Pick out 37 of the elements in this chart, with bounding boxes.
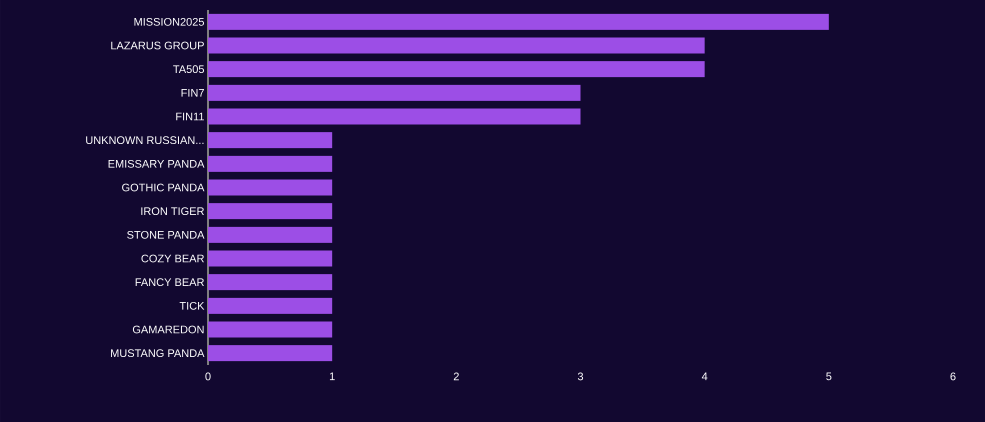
- y-tick-label: GOTHIC PANDA: [122, 184, 204, 192]
- y-tick-label: UNKNOWN RUSSIAN...: [86, 136, 204, 144]
- y-tick-label: FIN7: [182, 89, 204, 97]
- y-tick-label: MISSION2025: [134, 18, 204, 26]
- bar: [208, 250, 332, 266]
- y-tick-label: COZY BEAR: [141, 254, 204, 262]
- y-tick-label: FANCY BEAR: [136, 278, 204, 286]
- y-tick-label: FIN11: [176, 112, 204, 120]
- bar: [208, 226, 332, 243]
- y-tick-label: IRON TIGER: [141, 207, 204, 216]
- x-tick-label: 1: [330, 372, 335, 380]
- bar: [208, 345, 332, 362]
- y-tick-label: GAMAREDON: [132, 326, 204, 334]
- x-tick-label: 0: [205, 372, 211, 380]
- bar: [208, 156, 332, 172]
- bar: [208, 132, 332, 148]
- x-tick-label: 2: [454, 372, 459, 380]
- bar: [208, 38, 705, 54]
- bar: [208, 179, 332, 196]
- x-tick-label: 5: [826, 372, 832, 380]
- bar: [208, 298, 332, 314]
- x-tick-label: 6: [950, 372, 956, 380]
- y-tick-label: LAZARUS GROUP: [111, 42, 204, 50]
- y-tick-label: TICK: [180, 302, 204, 310]
- bar: [208, 84, 580, 101]
- x-tick-label: 4: [702, 372, 708, 380]
- y-tick-label: MUSTANG PANDA: [111, 349, 204, 358]
- y-tick-label: EMISSARY PANDA: [108, 160, 204, 168]
- bar: [208, 108, 580, 124]
- y-tick-label: STONE PANDA: [127, 230, 204, 239]
- bar: [208, 321, 332, 338]
- bar: [208, 14, 829, 30]
- x-tick-label: 3: [578, 372, 584, 380]
- bar: [208, 274, 332, 290]
- y-tick-label: TA505: [173, 65, 204, 74]
- bar: [208, 61, 705, 78]
- bar: [208, 203, 332, 220]
